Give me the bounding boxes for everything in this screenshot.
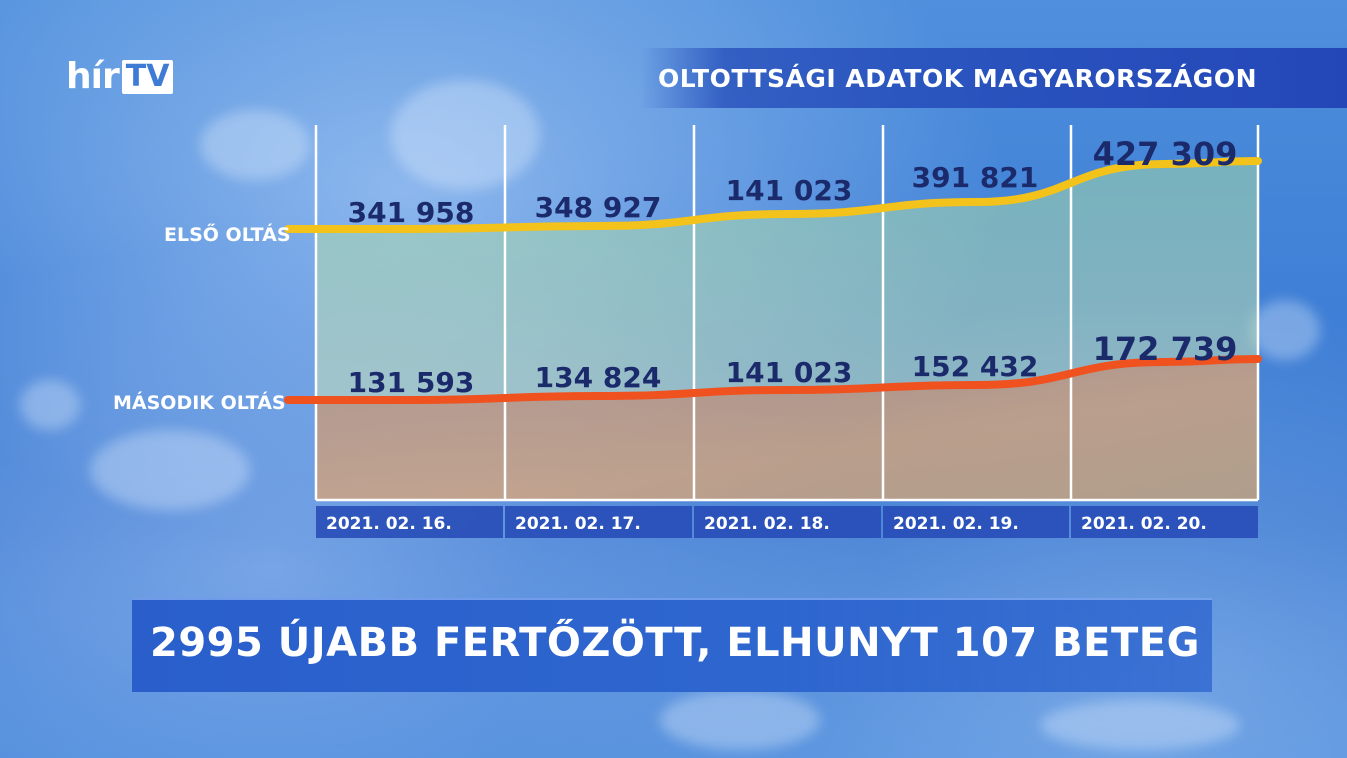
x-tick-label: 2021. 02. 16. — [326, 514, 452, 534]
data-label: 152 432 — [912, 350, 1039, 383]
data-label: 172 739 — [1093, 330, 1238, 368]
series-line-first-dose — [284, 157, 1262, 234]
data-label: 141 023 — [726, 356, 853, 389]
data-label: 348 927 — [535, 191, 662, 224]
data-label: 341 958 — [348, 196, 475, 229]
date-box — [316, 506, 503, 538]
logo-tv-text: TV — [121, 60, 174, 94]
x-tick-label: 2021. 02. 20. — [1081, 514, 1207, 534]
data-label: 427 309 — [1093, 135, 1238, 173]
header-bar — [640, 48, 1347, 108]
x-tick-label: 2021. 02. 17. — [515, 514, 641, 534]
logo-hir-text: hír — [66, 56, 120, 97]
x-tick-label: 2021. 02. 19. — [893, 514, 1019, 534]
series-label-first-dose: ELSŐ OLTÁS — [164, 224, 291, 246]
vaccination-chart: 341 958 348 927 141 023 391 821 427 309 131 5… — [284, 135, 1262, 538]
series-label-second-dose: MÁSODIK OLTÁS — [113, 392, 286, 414]
date-box — [505, 506, 692, 538]
first-dose-area — [316, 161, 1258, 400]
news-ticker: 2995 ÚJABB FERTŐZÖTT, ELHUNYT 107 BETEG — [132, 598, 1212, 692]
chart-title: OLTOTTSÁGI ADATOK MAGYARORSZÁGON — [658, 64, 1257, 93]
date-box — [694, 506, 881, 538]
ticker-headline: 2995 ÚJABB FERTŐZÖTT, ELHUNYT 107 BETEG — [150, 620, 1200, 666]
second-dose-area — [316, 359, 1258, 500]
date-box — [883, 506, 1069, 538]
channel-logo: hír TV — [66, 56, 174, 98]
x-tick-label: 2021. 02. 18. — [704, 514, 830, 534]
data-label: 141 023 — [726, 174, 853, 207]
data-label: 134 824 — [535, 361, 662, 394]
data-label: 391 821 — [912, 161, 1039, 194]
data-label: 131 593 — [348, 366, 475, 399]
series-line-second-dose — [284, 355, 1262, 405]
date-box — [1071, 506, 1258, 538]
